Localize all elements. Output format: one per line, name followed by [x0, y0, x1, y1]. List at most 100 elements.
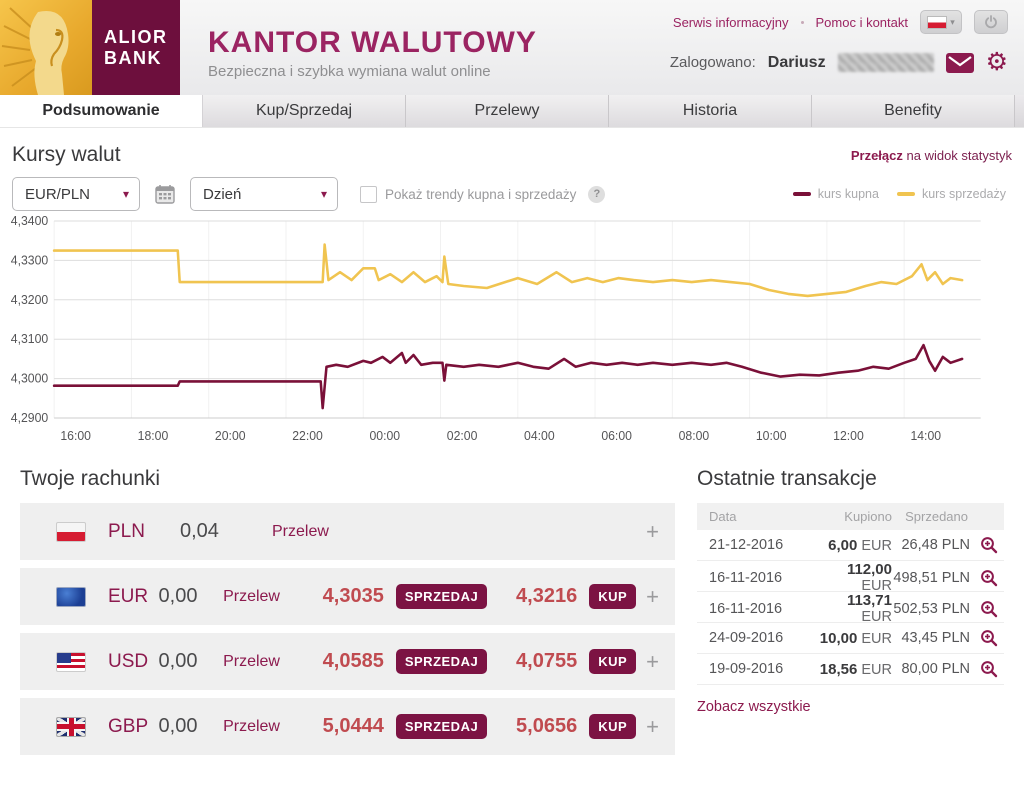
period-select[interactable]: Dzień ▾	[190, 177, 338, 211]
brand-line2: BANK	[104, 47, 162, 68]
tab-przelewy[interactable]: Przelewy	[406, 95, 609, 127]
sell-button[interactable]: SPRZEDAJ	[395, 714, 488, 739]
help-icon[interactable]: ?	[588, 185, 606, 203]
rates-title: Kursy walut	[12, 143, 121, 166]
tx-bought: 112,00 EUR	[814, 561, 892, 594]
account-rates: 5,0444 SPRZEDAJ 5,0656 KUP	[306, 714, 637, 739]
svg-text:4,3300: 4,3300	[11, 253, 49, 267]
tab-kup-sprzedaj[interactable]: Kup/Sprzedaj	[203, 95, 406, 127]
svg-text:18:00: 18:00	[138, 429, 169, 443]
transaction-details-button[interactable]	[970, 660, 998, 678]
tx-sold: 43,45 PLN	[901, 630, 970, 646]
col-header-kupiono: Kupiono	[844, 509, 892, 524]
account-row-pln: PLN 0,04 Przelew +	[20, 503, 675, 560]
expand-account-button[interactable]: +	[646, 518, 659, 544]
chart-controls: EUR/PLN ▾ Dzień ▾	[10, 175, 1014, 215]
see-all-transactions-link[interactable]: Zobacz wszystkie	[697, 699, 811, 715]
messages-button[interactable]	[945, 52, 974, 73]
account-balance: 0,00	[158, 650, 198, 672]
logged-in-label: Zalogowano:	[669, 54, 756, 71]
link-serwis-informacyjny[interactable]: Serwis informacyjny	[672, 14, 789, 30]
transfer-link[interactable]: Przelew	[223, 587, 280, 605]
buy-rate: 4,3216	[516, 585, 578, 607]
poland-flag-icon	[56, 521, 86, 542]
settings-button[interactable]: ⚙	[986, 50, 1008, 75]
currency-code: PLN	[108, 520, 145, 542]
expand-account-button[interactable]: +	[646, 648, 660, 674]
account-rates: 4,0585 SPRZEDAJ 4,0755 KUP	[306, 649, 637, 674]
tx-bought-currency: EUR	[861, 578, 892, 594]
link-pomoc-i-kontakt[interactable]: Pomoc i kontakt	[815, 14, 909, 30]
chart-legend: kurs kupna kurs sprzedaży	[792, 187, 1012, 201]
logged-in-row: Zalogowano: Dariusz ⚙	[670, 50, 1008, 75]
tx-bought-amount: 18,56	[819, 660, 858, 678]
rates-section-head: Kursy walut Przełącz na widok statystyk	[10, 128, 1014, 175]
header-right: Serwis informacyjny Pomoc i kontakt ▾ Za…	[670, 0, 1024, 95]
sell-line-label: kurs sprzedaży	[921, 187, 1006, 201]
power-icon	[985, 15, 997, 29]
transfer-link[interactable]: Przelew	[272, 522, 329, 540]
currency-pair-value: EUR/PLN	[25, 185, 91, 203]
tab-podsumowanie[interactable]: Podsumowanie	[0, 95, 203, 127]
legend-item-kurs-kupna: kurs kupna	[792, 187, 879, 201]
logout-button[interactable]	[974, 10, 1008, 34]
svg-text:16:00: 16:00	[60, 429, 91, 443]
chevron-down-icon: ▾	[122, 187, 129, 201]
buy-button[interactable]: KUP	[589, 649, 637, 674]
svg-text:20:00: 20:00	[215, 429, 246, 443]
alior-bank-logo[interactable]: ALIOR BANK	[0, 0, 180, 95]
buy-button[interactable]: KUP	[589, 584, 637, 609]
buy-button[interactable]: KUP	[589, 714, 637, 739]
transaction-details-button[interactable]	[970, 536, 998, 554]
show-trends-checkbox[interactable]	[360, 185, 377, 203]
sell-button[interactable]: SPRZEDAJ	[395, 584, 488, 609]
poland-flag-icon	[927, 15, 948, 29]
account-row-usd: USD 0,00 Przelew 4,0585 SPRZEDAJ 4,0755 …	[20, 633, 675, 690]
tx-bought-amount: 6,00	[828, 536, 858, 554]
tx-bought: 18,56 EUR	[814, 661, 892, 678]
tx-bought-currency: EUR	[857, 537, 892, 554]
buy-rate: 5,0656	[516, 715, 578, 737]
table-row: 21-12-2016 6,00 EUR 26,48 PLN	[697, 530, 1004, 561]
tx-date: 19-09-2016	[709, 661, 784, 677]
alior-logo-wordmark: ALIOR BANK	[92, 0, 180, 95]
account-balance: 0,00	[158, 715, 198, 737]
account-row-eur: EUR 0,00 Przelew 4,3035 SPRZEDAJ 4,3216 …	[20, 568, 675, 625]
expand-account-button[interactable]: +	[646, 583, 660, 609]
transfer-link[interactable]: Przelew	[223, 717, 280, 735]
chevron-down-icon: ▾	[320, 187, 327, 201]
transaction-details-button[interactable]	[970, 629, 998, 647]
transfer-link[interactable]: Przelew	[223, 652, 280, 670]
tx-bought: 113,71 EUR	[814, 592, 892, 625]
transaction-details-button[interactable]	[970, 569, 998, 587]
currency-pair-select[interactable]: EUR/PLN ▾	[12, 177, 140, 211]
tab-benefity[interactable]: Benefity	[812, 95, 1015, 127]
svg-text:22:00: 22:00	[292, 429, 323, 443]
legend-item-kurs-sprzedazy: kurs sprzedaży	[896, 187, 1006, 201]
gear-icon: ⚙	[985, 48, 1008, 76]
sell-button[interactable]: SPRZEDAJ	[395, 649, 488, 674]
svg-text:00:00: 00:00	[369, 429, 400, 443]
page-title: KANTOR WALUTOWY	[208, 26, 537, 59]
expand-account-button[interactable]: +	[646, 713, 660, 739]
censored-user-surname	[837, 53, 934, 72]
magnifier-plus-icon	[981, 600, 998, 617]
svg-text:4,3100: 4,3100	[11, 332, 49, 346]
tx-bought: 6,00 EUR	[814, 537, 892, 554]
switch-link-bold: Przełącz	[850, 147, 903, 163]
language-selector-button[interactable]: ▾	[920, 10, 962, 34]
svg-text:4,3400: 4,3400	[11, 215, 49, 228]
calendar-button[interactable]	[152, 180, 178, 208]
switch-to-statistics-link[interactable]: Przełącz na widok statystyk	[851, 148, 1012, 163]
col-header-data: Data	[709, 509, 737, 524]
tx-date: 16-11-2016	[709, 600, 783, 617]
tab-historia[interactable]: Historia	[609, 95, 812, 127]
transaction-details-button[interactable]	[970, 600, 998, 618]
show-trends-option: Pokaż trendy kupna i sprzedaży ?	[360, 185, 606, 203]
magnifier-plus-icon	[981, 569, 998, 586]
content: Kursy walut Przełącz na widok statystyk …	[0, 128, 1024, 763]
svg-text:10:00: 10:00	[756, 429, 787, 443]
transactions-title: Ostatnie transakcje	[697, 467, 877, 490]
svg-text:06:00: 06:00	[601, 429, 632, 443]
tx-sold: 26,48 PLN	[901, 537, 970, 553]
